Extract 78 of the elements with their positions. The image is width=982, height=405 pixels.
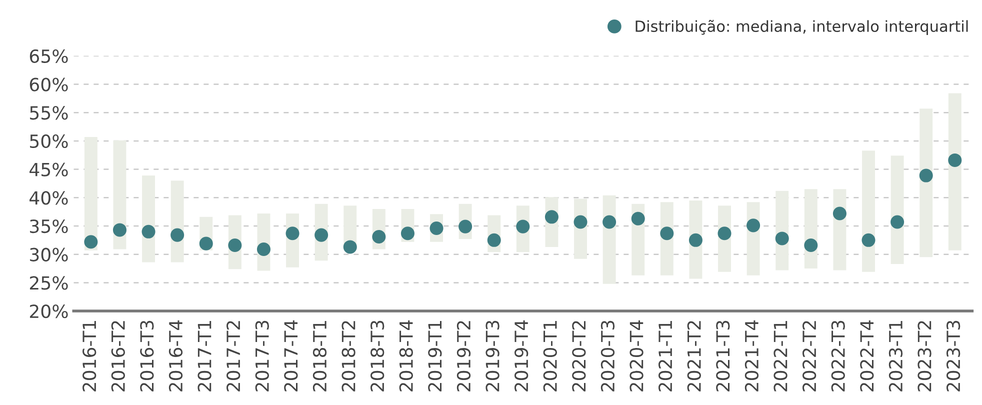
x-tick-label: 2017-T3 <box>255 320 269 392</box>
x-tick-label: 2022-T2 <box>802 321 816 392</box>
y-tick-label: 45% <box>30 162 68 176</box>
point <box>458 220 472 234</box>
x-tick-label: 2016-T1 <box>82 321 96 392</box>
x-tick-label: 2021-T4 <box>744 320 759 392</box>
x-tick-label: 2017-T2 <box>226 321 240 392</box>
point <box>746 218 760 232</box>
y-tick-label: 65% <box>30 49 68 64</box>
x-tick-label: 2017-T1 <box>198 321 212 392</box>
point <box>574 215 588 229</box>
point <box>400 226 414 240</box>
point <box>919 168 933 182</box>
x-tick-label: 2019-T3 <box>486 320 500 392</box>
x-tick-label: 2022-T4 <box>860 320 874 392</box>
point <box>890 215 904 229</box>
point <box>228 238 242 252</box>
point <box>286 226 300 240</box>
point <box>372 230 386 244</box>
x-tick-label: 2016-T3 <box>140 320 154 392</box>
x-tick-label: 2019-T4 <box>514 320 528 392</box>
y-tick-label: 40% <box>30 191 68 205</box>
x-tick-label: 2020-T3 <box>600 320 615 392</box>
point <box>256 242 270 256</box>
y-tick-label: 50% <box>30 134 68 148</box>
bar <box>113 140 126 250</box>
point <box>631 212 645 226</box>
x-tick-label: 2021-T2 <box>687 321 701 392</box>
point <box>170 228 184 242</box>
y-tick-label: 30% <box>30 248 68 262</box>
point <box>862 233 876 247</box>
x-tick-label: 2020-T1 <box>543 321 557 392</box>
y-tick-label: 60% <box>30 78 68 92</box>
x-tick-label: 2022-T3 <box>831 320 845 392</box>
bar <box>862 150 875 272</box>
x-tick-label: 2023-T3 <box>946 320 960 392</box>
point <box>142 224 156 238</box>
y-tick-label: 35% <box>30 219 68 234</box>
y-tick-label: 20% <box>30 304 68 318</box>
x-tick-label: 2023-T1 <box>888 321 903 392</box>
x-tick-label: 2016-T4 <box>168 320 183 392</box>
x-tick-label: 2018-T4 <box>399 320 413 392</box>
x-tick-label: 2020-T2 <box>572 321 586 392</box>
point <box>718 226 732 240</box>
point <box>804 238 818 252</box>
point <box>544 210 558 224</box>
x-tick-label: 2020-T4 <box>630 320 644 392</box>
point <box>199 236 213 250</box>
x-tick-label: 2018-T2 <box>342 321 356 392</box>
bar <box>948 93 962 250</box>
x-tick-label: 2021-T3 <box>716 320 730 392</box>
y-tick-label: 25% <box>30 276 68 290</box>
x-tick-label: 2018-T1 <box>312 321 327 392</box>
point <box>602 215 616 229</box>
x-tick-label: 2019-T2 <box>456 321 471 392</box>
point <box>487 233 501 247</box>
x-tick-label: 2016-T2 <box>111 321 125 392</box>
y-tick-label: 55% <box>30 106 68 120</box>
x-tick-label: 2019-T1 <box>428 321 442 392</box>
point <box>688 233 702 247</box>
point <box>775 232 789 246</box>
point <box>832 206 846 220</box>
point <box>112 223 126 237</box>
point <box>948 153 962 167</box>
x-tick-label: 2023-T2 <box>918 321 932 392</box>
point <box>343 240 357 254</box>
point <box>314 228 328 242</box>
point <box>516 220 530 234</box>
point <box>430 221 444 236</box>
point <box>660 226 674 240</box>
point <box>84 235 98 249</box>
legend-label: Distribuição: mediana, intervalo interquartil <box>636 20 968 35</box>
bar <box>920 108 933 258</box>
x-tick-label: 2021-T1 <box>658 321 672 392</box>
x-tick-label: 2018-T3 <box>370 320 384 392</box>
x-tick-label: 2022-T1 <box>774 321 788 392</box>
x-tick-label: 2017-T4 <box>284 320 298 392</box>
bar <box>84 136 98 250</box>
